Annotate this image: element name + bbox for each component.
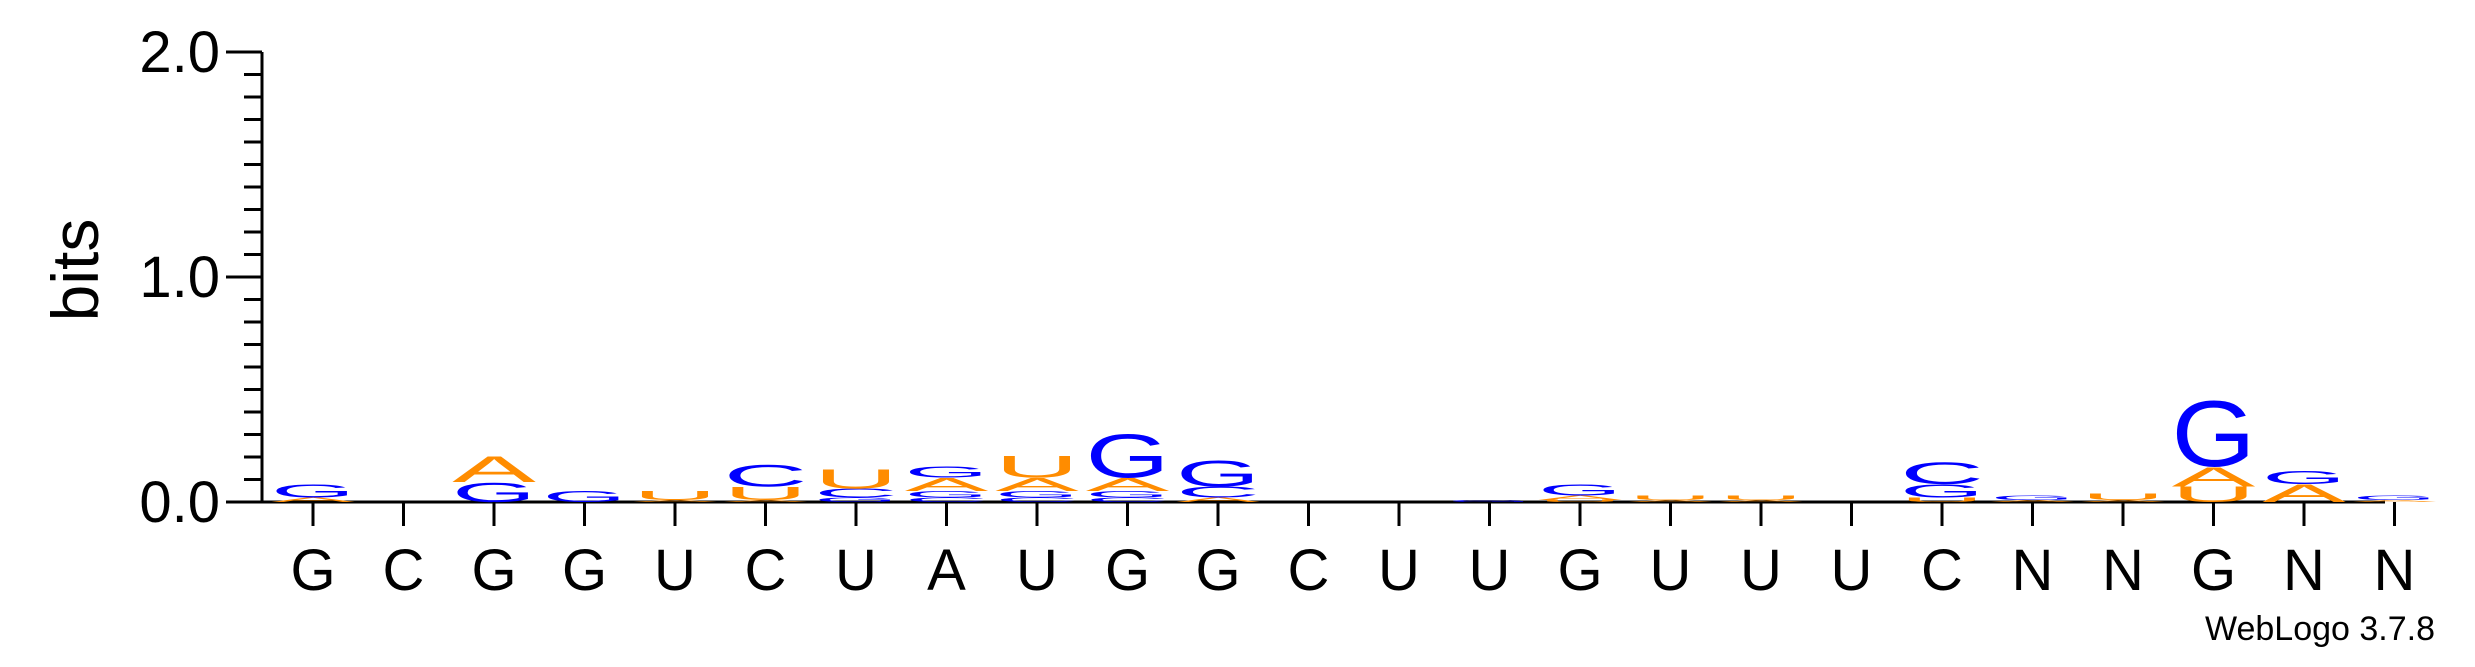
y-tick-label: 0.0 — [139, 470, 220, 535]
logo-letter-a: A — [2081, 499, 2165, 502]
y-axis-label: bits — [38, 219, 112, 322]
logo-letter-c: C — [904, 496, 988, 503]
logo-letter-g: G — [1538, 481, 1622, 498]
logo-letter-g: G — [995, 489, 1079, 499]
x-tick-label: N — [2283, 538, 2325, 603]
logo-letter-c: C — [1176, 483, 1260, 501]
logo-letter-a: A — [452, 448, 536, 490]
logo-letter-g: G — [1448, 499, 1532, 502]
logo-letter-g: G — [1991, 494, 2075, 501]
logo-letter-a: A — [1538, 494, 1623, 501]
x-tick-label: U — [835, 538, 877, 603]
logo-letter-a: A — [271, 496, 356, 503]
logo-letter-c: C — [814, 486, 898, 500]
x-tick-label: U — [654, 538, 696, 603]
logo-letter-g: G — [905, 489, 989, 499]
logo-letter-a: A — [1719, 499, 1803, 502]
x-tick-label: G — [471, 538, 516, 603]
logo-letter-u: U — [1900, 496, 1984, 503]
x-tick-label: N — [2374, 538, 2416, 603]
logo-letter-a: A — [1991, 499, 2075, 502]
x-tick-label: C — [1288, 538, 1330, 603]
x-tick-label: U — [1831, 538, 1873, 603]
logo-letter-u: U — [995, 449, 1079, 484]
logo-letter-u: U — [2081, 491, 2165, 501]
logo-letter-c: C — [1085, 496, 1169, 503]
x-tick-label: C — [745, 538, 787, 603]
logo-letter-a: A — [1086, 474, 1170, 495]
x-tick-label: N — [2012, 538, 2054, 603]
logo-letter-u: U — [724, 483, 808, 504]
logo-letter-g: G — [271, 481, 355, 502]
x-tick-label: N — [2102, 538, 2144, 603]
logo-letter-a: A — [995, 474, 1079, 495]
logo-letter-u: U — [814, 463, 898, 495]
x-tick-label: A — [927, 538, 966, 603]
logo-letter-a: A — [2353, 499, 2437, 502]
logo-letter-a: A — [724, 499, 808, 502]
logo-letter-g: G — [2353, 494, 2437, 501]
x-tick-label: G — [1195, 538, 1240, 603]
x-tick-label: G — [290, 538, 335, 603]
x-tick-label: U — [1740, 538, 1782, 603]
logo-letter-a: A — [2172, 461, 2256, 492]
y-tick-label: 2.0 — [139, 20, 220, 85]
logo-letter-c: C — [1900, 456, 1984, 491]
logo-letter-u: U — [1628, 494, 1712, 501]
x-tick-label: C — [383, 538, 425, 603]
x-tick-label: C — [1921, 538, 1963, 603]
logo-letter-a: A — [1176, 496, 1261, 503]
logo-letter-g: G — [2172, 382, 2256, 487]
x-tick-label: U — [1378, 538, 1420, 603]
logo-letter-u: U — [1719, 494, 1803, 501]
x-tick-label: U — [1650, 538, 1692, 603]
logo-letter-u: U — [1538, 499, 1622, 502]
logo-letter-g: G — [2262, 467, 2346, 488]
logo-letter-g: G — [1086, 421, 1170, 491]
logo-letter-u: U — [633, 488, 717, 502]
x-tick-label: G — [2191, 538, 2236, 603]
logo-letter-g: G — [543, 488, 627, 505]
logo-letter-a: A — [633, 499, 717, 502]
logo-letter-g: G — [1176, 453, 1260, 495]
weblogo-version-label: WebLogo 3.7.8 — [2205, 610, 2435, 648]
logo-letter-a: A — [905, 474, 989, 495]
x-tick-label: G — [562, 538, 607, 603]
x-tick-label: G — [1557, 538, 1602, 603]
axes: 0.0 1.0 2.0 — [139, 20, 2385, 535]
logo-letter-g: G — [814, 496, 898, 503]
logo-letter-c: C — [724, 458, 808, 493]
logo-letter-a: A — [1629, 499, 1713, 502]
logo-letter-g: G — [905, 463, 989, 480]
x-tick-label: U — [1016, 538, 1058, 603]
logo-letter-g: G — [1086, 489, 1170, 499]
x-tick-label: U — [1469, 538, 1511, 603]
x-tick-label: G — [1105, 538, 1150, 603]
logo-letter-c: C — [995, 496, 1079, 503]
logo-letter-g: G — [1900, 481, 1984, 502]
y-tick-label: 1.0 — [139, 245, 220, 310]
